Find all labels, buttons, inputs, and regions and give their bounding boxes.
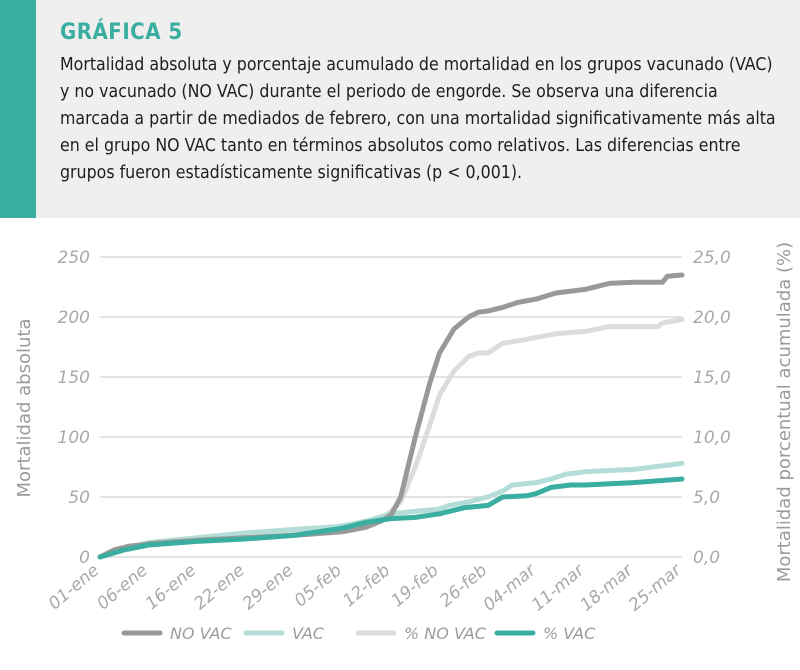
legend-label: % NO VAC bbox=[404, 624, 487, 643]
y-right-tick-label: 0,0 bbox=[693, 548, 720, 568]
y-right-tick-label: 15,0 bbox=[693, 368, 731, 388]
series-pct-vac-line bbox=[97, 476, 685, 560]
legend-label: NO VAC bbox=[170, 624, 232, 643]
caption-box: GRÁFICA 5 Mortalidad absoluta y porcenta… bbox=[0, 0, 800, 218]
x-tick-label: 25-mar bbox=[625, 560, 686, 616]
y-right-tick-label: 20,0 bbox=[693, 308, 731, 328]
x-tick-label: 04-mar bbox=[480, 560, 541, 616]
y-left-tick-label: 250 bbox=[58, 248, 90, 268]
series-vac-line bbox=[97, 460, 685, 560]
x-tick-label: 06-ene bbox=[93, 561, 151, 615]
y-left-tick-label: 200 bbox=[58, 308, 90, 328]
caption-accent-bar bbox=[0, 0, 36, 218]
y-left-axis-title: Mortalidad absoluta bbox=[14, 319, 35, 498]
x-tick-label: 18-mar bbox=[577, 560, 638, 616]
legend-label: VAC bbox=[292, 624, 325, 643]
legend-label: % VAC bbox=[543, 624, 596, 643]
legend: NO VAC VAC % NO VAC % VAC bbox=[121, 624, 596, 643]
y-right-tick-labels: 0,0 5,0 10,0 15,0 20,0 25,0 bbox=[693, 248, 731, 568]
y-left-tick-label: 100 bbox=[58, 428, 90, 448]
x-tick-label: 01-ene bbox=[45, 561, 103, 615]
y-left-tick-label: 0 bbox=[79, 548, 90, 568]
x-tick-label: 16-ene bbox=[142, 561, 200, 615]
x-tick-label: 22-ene bbox=[190, 561, 248, 615]
grid-layer bbox=[100, 256, 682, 558]
y-right-tick-label: 5,0 bbox=[693, 488, 720, 508]
x-tick-label: 29-ene bbox=[239, 561, 297, 615]
x-tick-label: 11-mar bbox=[528, 560, 589, 616]
series-layer bbox=[97, 272, 685, 560]
y-right-tick-label: 25,0 bbox=[693, 248, 731, 268]
y-left-tick-label: 50 bbox=[68, 488, 90, 508]
x-tick-label: 12-feb bbox=[339, 561, 394, 612]
y-left-tick-label: 150 bbox=[58, 368, 90, 388]
caption-title: GRÁFICA 5 bbox=[60, 20, 183, 45]
y-right-axis-title: Mortalidad porcentual acumulada (%) bbox=[774, 242, 795, 582]
x-tick-label: 19-feb bbox=[388, 561, 443, 612]
x-tick-label: 05-feb bbox=[291, 561, 346, 612]
series-pct-no-vac-line bbox=[97, 316, 685, 560]
y-right-tick-label: 10,0 bbox=[693, 428, 731, 448]
caption-text: Mortalidad absoluta y porcentaje acumula… bbox=[60, 55, 776, 183]
y-left-tick-labels: 0 50 100 150 200 250 bbox=[58, 248, 90, 568]
x-tick-labels: 01-ene06-ene16-ene22-ene29-ene05-feb12-f… bbox=[45, 560, 686, 616]
